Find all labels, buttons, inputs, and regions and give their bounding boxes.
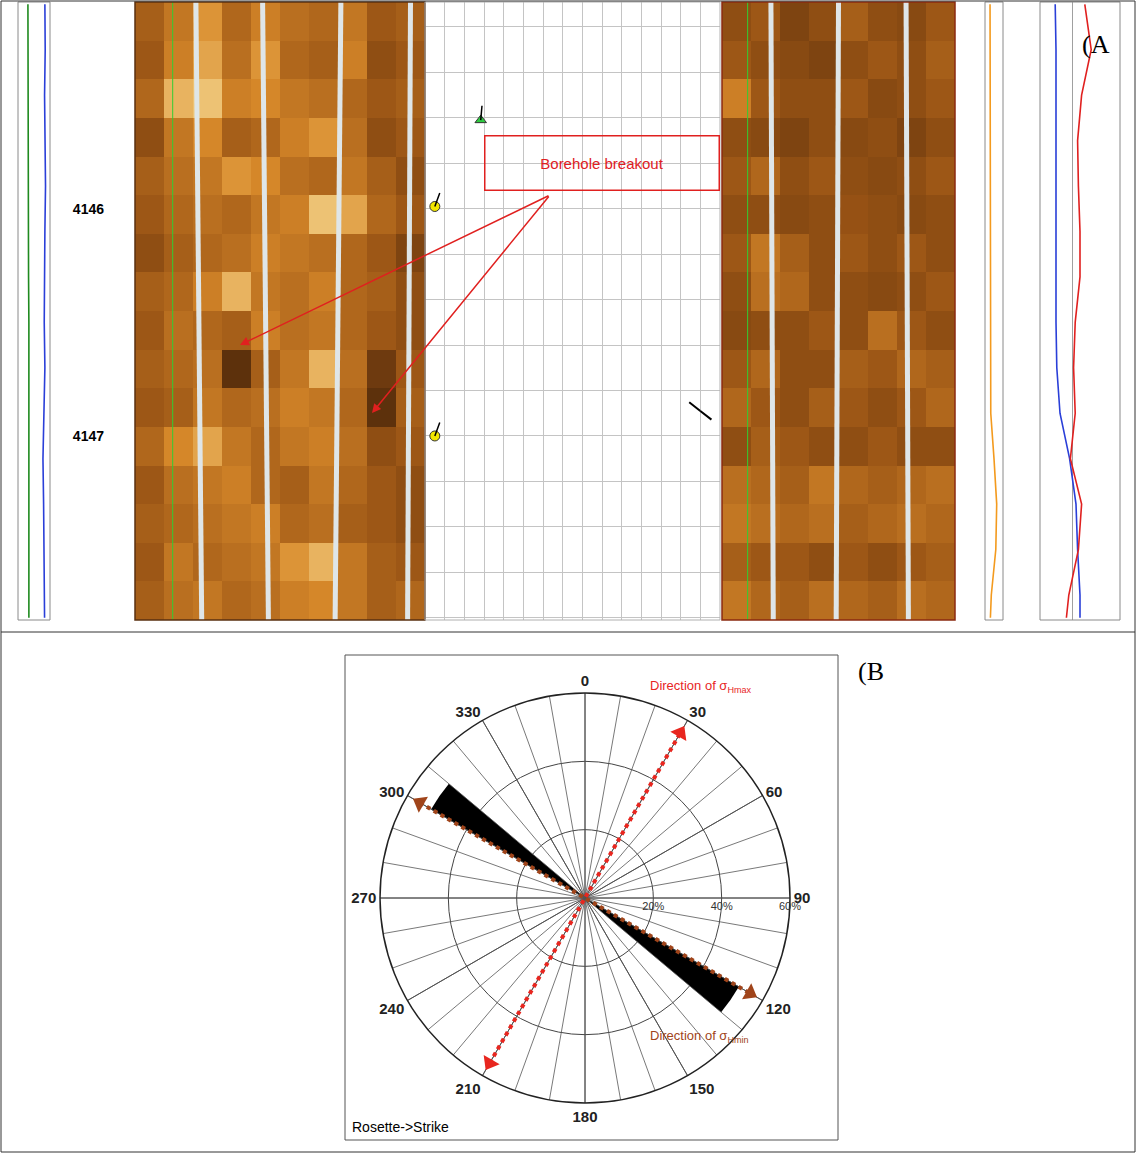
svg-text:300: 300 — [379, 783, 404, 800]
svg-text:4146: 4146 — [73, 201, 104, 217]
svg-text:90: 90 — [794, 889, 811, 906]
svg-text:330: 330 — [456, 703, 481, 720]
svg-text:210: 210 — [456, 1080, 481, 1097]
svg-text:60%: 60% — [779, 900, 801, 912]
svg-text:(A: (A — [1082, 30, 1110, 59]
svg-text:Borehole breakout: Borehole breakout — [540, 155, 663, 172]
svg-text:30: 30 — [689, 703, 706, 720]
svg-text:40%: 40% — [711, 900, 733, 912]
svg-text:(B: (B — [858, 657, 884, 686]
svg-text:120: 120 — [766, 1000, 791, 1017]
svg-text:60: 60 — [766, 783, 783, 800]
svg-text:150: 150 — [689, 1080, 714, 1097]
svg-text:4147: 4147 — [73, 428, 104, 444]
svg-text:270: 270 — [351, 889, 376, 906]
svg-text:0: 0 — [581, 672, 589, 689]
svg-text:240: 240 — [379, 1000, 404, 1017]
svg-text:20%: 20% — [642, 900, 664, 912]
svg-text:Rosette->Strike: Rosette->Strike — [352, 1119, 449, 1135]
svg-text:180: 180 — [572, 1108, 597, 1125]
svg-text:Direction of σ​Hmin​: Direction of σ​Hmin​ — [650, 1028, 749, 1045]
svg-text:Direction of σ​Hmax​: Direction of σ​Hmax​ — [650, 678, 752, 695]
